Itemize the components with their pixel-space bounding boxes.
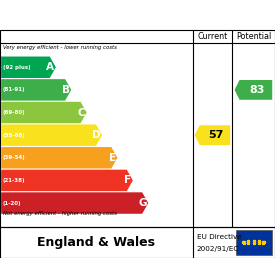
Text: Energy Efficiency Rating: Energy Efficiency Rating: [8, 8, 210, 23]
Text: (21-38): (21-38): [3, 178, 25, 183]
Text: (1-20): (1-20): [3, 200, 21, 206]
Text: (69-80): (69-80): [3, 110, 25, 115]
Bar: [236, 230, 272, 255]
Text: Potential: Potential: [236, 32, 271, 41]
Text: E: E: [109, 153, 116, 163]
Text: 2002/91/EC: 2002/91/EC: [197, 246, 239, 252]
Polygon shape: [1, 147, 117, 168]
Text: 83: 83: [249, 85, 265, 95]
Text: (81-91): (81-91): [3, 87, 25, 92]
Text: F: F: [124, 175, 131, 186]
Text: 57: 57: [208, 130, 223, 140]
Text: G: G: [138, 198, 147, 208]
Polygon shape: [1, 170, 133, 191]
Polygon shape: [1, 192, 148, 214]
Text: (39-54): (39-54): [3, 155, 26, 160]
Text: Very energy efficient - lower running costs: Very energy efficient - lower running co…: [3, 45, 117, 50]
Text: Not energy efficient - higher running costs: Not energy efficient - higher running co…: [3, 211, 117, 216]
Text: (55-68): (55-68): [3, 133, 26, 138]
Text: A: A: [46, 62, 54, 72]
Text: D: D: [92, 130, 101, 140]
Text: (92 plus): (92 plus): [3, 65, 30, 70]
Polygon shape: [1, 57, 56, 78]
Text: C: C: [78, 108, 85, 117]
Polygon shape: [1, 102, 87, 123]
Polygon shape: [1, 124, 102, 146]
Polygon shape: [195, 125, 230, 145]
Polygon shape: [235, 80, 272, 100]
Polygon shape: [1, 79, 71, 101]
Text: Current: Current: [197, 32, 228, 41]
Text: B: B: [62, 85, 70, 95]
Text: EU Directive: EU Directive: [197, 233, 241, 240]
Text: England & Wales: England & Wales: [37, 236, 155, 249]
